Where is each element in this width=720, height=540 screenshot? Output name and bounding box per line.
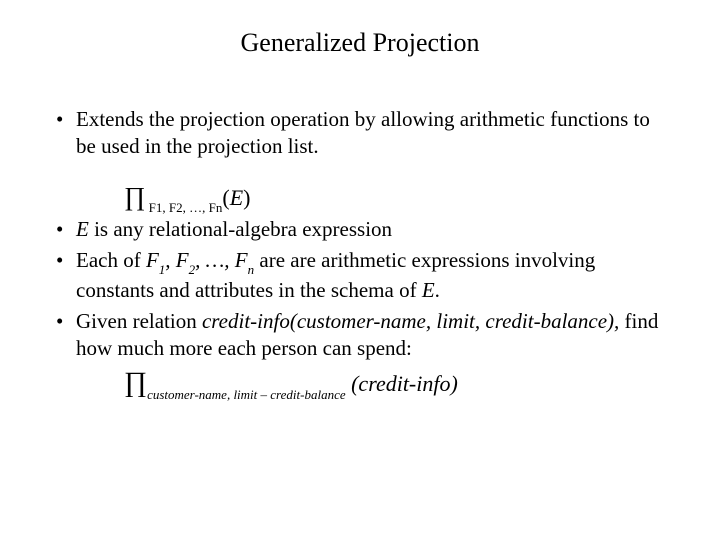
formula-var-E: E	[230, 185, 243, 210]
bullet-3-end: .	[435, 278, 440, 302]
formula-close: )	[243, 185, 250, 210]
pi-symbol: ∏	[124, 182, 145, 211]
formula-subscript: F1, F2, …, Fn	[145, 200, 222, 215]
formula-final-arg: (credit-info)	[351, 371, 458, 396]
bullet-1: Extends the projection operation by allo…	[50, 106, 670, 160]
bullet-1-text: Extends the projection operation by allo…	[76, 107, 650, 158]
formula-open: (	[222, 185, 229, 210]
bullet-4: Given relation credit-info(customer-name…	[50, 308, 670, 362]
slide-title: Generalized Projection	[50, 28, 670, 58]
bullet-3-flist: F1, F2, …, Fn	[146, 248, 254, 272]
formula-final: ∏customer-name, limit – credit-balance (…	[124, 367, 670, 400]
bullet-2-text: is any relational-algebra expression	[89, 217, 392, 241]
bullet-2: E is any relational-algebra expression	[50, 216, 670, 243]
bullet-3-before: Each of	[76, 248, 146, 272]
pi-symbol-final: ∏	[124, 367, 147, 398]
bullet-3: Each of F1, F2, …, Fn are are arithmetic…	[50, 247, 670, 304]
formula-final-subscript: customer-name, limit – credit-balance	[147, 387, 346, 402]
bullet-2-E: E	[76, 217, 89, 241]
bullet-3-E: E	[422, 278, 435, 302]
bullet-list: Extends the projection operation by allo…	[50, 106, 670, 160]
bullet-list-2: E is any relational-algebra expression E…	[50, 216, 670, 361]
bullet-4-relation: credit-info(customer-name, limit, credit…	[202, 309, 619, 333]
slide-container: Generalized Projection Extends the proje…	[0, 0, 720, 540]
bullet-4-before: Given relation	[76, 309, 202, 333]
formula-main: ∏ F1, F2, …, Fn(E)	[124, 182, 670, 214]
